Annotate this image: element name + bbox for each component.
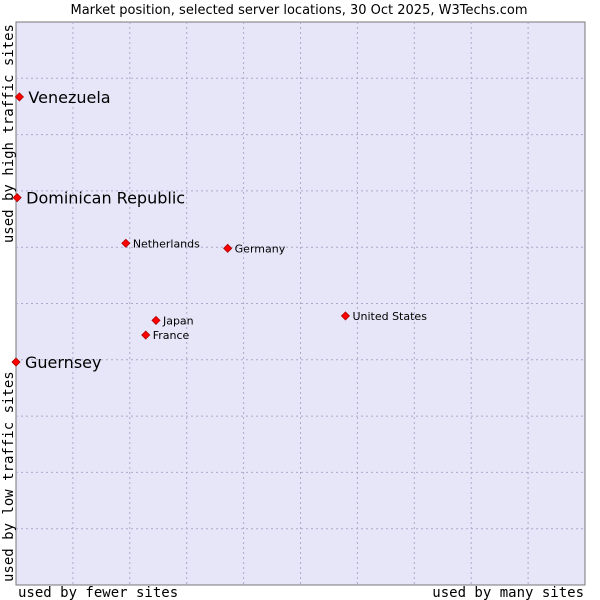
point-marker-united-states bbox=[340, 311, 351, 321]
data-point-japan: Japan bbox=[151, 314, 194, 327]
point-label-dominican-republic: Dominican Republic bbox=[26, 189, 185, 208]
data-point-venezuela: Venezuela bbox=[14, 88, 111, 107]
data-point-france: France bbox=[141, 329, 190, 342]
data-points: Venezuela Dominican Republic Netherlands Ge… bbox=[11, 88, 427, 372]
point-label-netherlands: Netherlands bbox=[133, 237, 200, 250]
data-point-germany: Germany bbox=[223, 242, 286, 255]
point-marker-netherlands bbox=[121, 238, 131, 248]
point-label-venezuela: Venezuela bbox=[28, 88, 110, 107]
point-label-france: France bbox=[153, 329, 190, 342]
point-marker-germany bbox=[223, 243, 233, 253]
x-axis-label-left: used by fewer sites bbox=[18, 585, 178, 600]
data-point-guernsey: Guernsey bbox=[11, 353, 101, 372]
grid bbox=[16, 22, 585, 585]
data-point-dominican-republic: Dominican Republic bbox=[12, 189, 185, 208]
point-marker-japan bbox=[151, 315, 161, 325]
point-label-japan: Japan bbox=[162, 314, 194, 327]
data-point-netherlands: Netherlands bbox=[121, 237, 200, 250]
y-axis-label-bottom: used by low traffic sites bbox=[1, 371, 17, 582]
x-axis-label-right: used by many sites bbox=[432, 585, 584, 600]
point-marker-guernsey bbox=[11, 357, 21, 367]
point-marker-dominican-republic bbox=[12, 193, 22, 203]
point-label-guernsey: Guernsey bbox=[25, 353, 101, 372]
point-label-united-states: United States bbox=[352, 310, 427, 323]
point-marker-venezuela bbox=[14, 92, 24, 102]
chart-title: Market position, selected server locatio… bbox=[70, 3, 527, 18]
data-point-united-states: United States bbox=[340, 310, 427, 323]
point-label-germany: Germany bbox=[235, 242, 286, 255]
point-marker-france bbox=[141, 330, 151, 340]
y-axis-label-top: used by high traffic sites bbox=[1, 24, 17, 243]
